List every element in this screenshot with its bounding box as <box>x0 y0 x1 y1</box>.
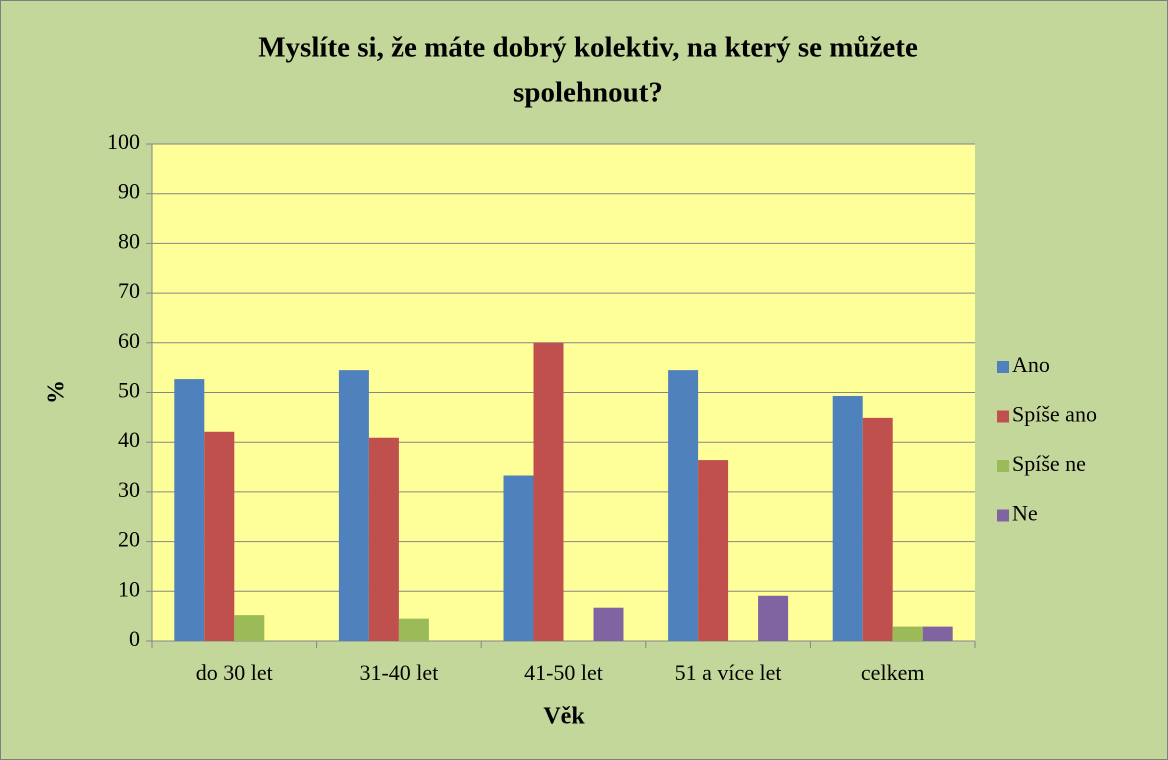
x-tick-label: 31-40 let <box>359 660 438 685</box>
legend-swatch <box>997 361 1009 373</box>
legend-label: Spíše ano <box>1012 402 1097 427</box>
x-tick-label: 51 a více let <box>675 660 782 685</box>
y-tick-label: 100 <box>107 129 140 154</box>
bar <box>398 618 429 641</box>
bar <box>698 460 729 641</box>
bar <box>368 437 399 641</box>
legend-swatch <box>997 460 1009 472</box>
legend-label: Ne <box>1012 501 1038 526</box>
legend-label: Ano <box>1012 352 1050 377</box>
y-tick-label: 60 <box>118 328 140 353</box>
legend-swatch <box>997 509 1009 522</box>
y-tick-label: 90 <box>118 179 140 204</box>
chart-title: spolehnout? <box>513 77 663 109</box>
bar <box>174 379 205 641</box>
y-tick-label: 20 <box>118 527 140 552</box>
y-tick-label: 0 <box>129 626 140 651</box>
y-tick-label: 70 <box>118 278 140 303</box>
x-axis-title: Věk <box>543 704 585 730</box>
legend-label: Spíše ne <box>1012 451 1086 476</box>
x-tick-label: 41-50 let <box>524 660 603 685</box>
x-tick-label: do 30 let <box>196 660 273 685</box>
bar <box>234 615 265 641</box>
legend-swatch <box>997 410 1009 423</box>
bar <box>204 431 235 641</box>
y-tick-label: 40 <box>118 427 140 452</box>
bar <box>862 417 893 641</box>
y-tick-label: 80 <box>118 228 140 253</box>
y-tick-label: 10 <box>118 576 140 601</box>
bar <box>758 595 789 641</box>
y-tick-label: 50 <box>118 378 140 403</box>
x-tick-label: celkem <box>861 660 925 685</box>
bar <box>503 475 534 641</box>
bar <box>892 626 923 641</box>
bar <box>922 626 953 641</box>
bar <box>668 370 699 641</box>
bar <box>832 395 863 641</box>
bar <box>338 370 369 641</box>
bar <box>533 342 564 641</box>
y-axis-title: % <box>44 380 70 404</box>
y-tick-label: 30 <box>118 477 140 502</box>
chart-title: Myslíte si, že máte dobrý kolektiv, na k… <box>258 32 918 64</box>
bar <box>593 607 624 641</box>
